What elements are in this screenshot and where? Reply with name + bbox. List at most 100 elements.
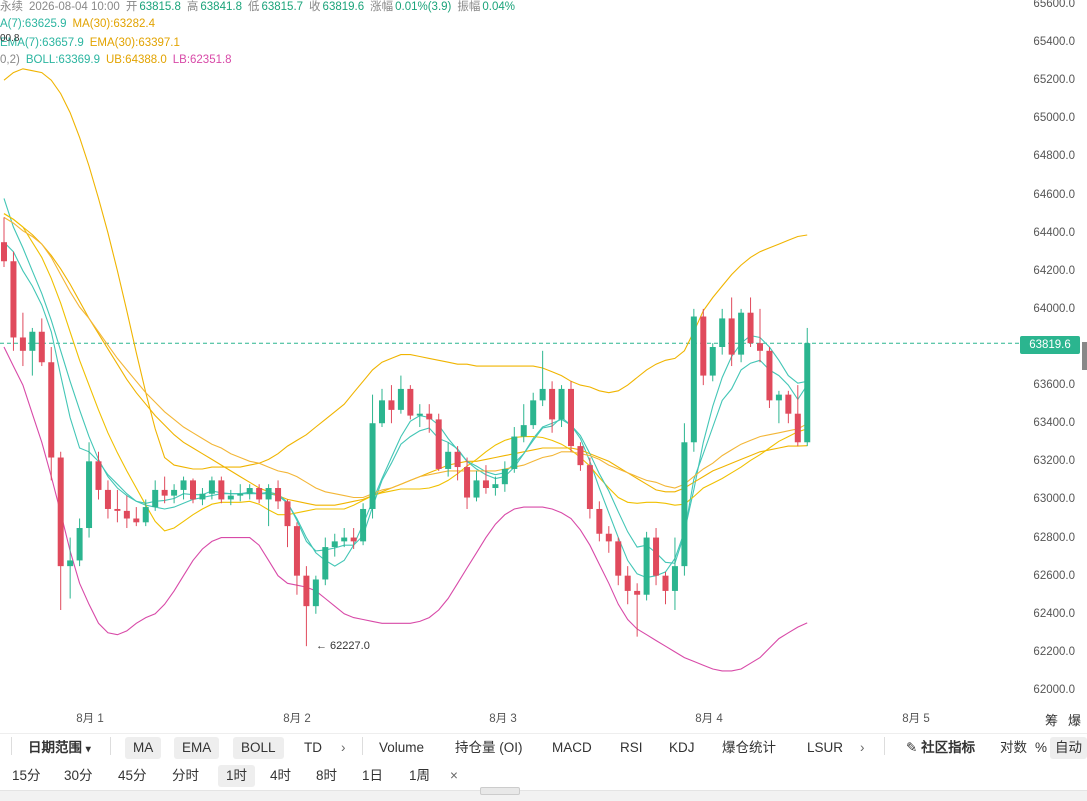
- log-scale-button[interactable]: 对数: [1000, 740, 1027, 755]
- candle-body: [199, 493, 206, 500]
- date-range-dropdown[interactable]: 日期范围 ▾: [28, 737, 91, 759]
- rsi-button[interactable]: RSI: [620, 740, 643, 755]
- candle-body: [690, 316, 697, 443]
- macd-button[interactable]: MACD: [552, 740, 592, 755]
- interval-button-5[interactable]: 4时: [270, 768, 292, 783]
- candle-body: [539, 388, 546, 401]
- boll-toggle-button[interactable]: BOLL: [233, 737, 284, 759]
- candle-body: [312, 579, 319, 607]
- candle-body: [275, 488, 282, 502]
- liquidation-icon-label[interactable]: 爆: [1068, 713, 1082, 728]
- community-indicators-button[interactable]: ✎ 社区指标: [906, 737, 975, 759]
- candle-body: [180, 480, 187, 490]
- divider: [884, 737, 885, 755]
- interval-button-8[interactable]: 1周: [409, 768, 431, 783]
- candle-body: [142, 507, 149, 523]
- candle-body: [10, 261, 17, 338]
- price-axis-tick: 63200.0: [1033, 455, 1075, 468]
- resize-bar[interactable]: [0, 790, 1087, 801]
- candle-body: [133, 518, 140, 523]
- candle-body: [577, 446, 584, 466]
- price-axis-tick: 62400.0: [1033, 607, 1075, 620]
- axis-drag-handle[interactable]: [1082, 342, 1087, 370]
- candle-body: [804, 343, 811, 443]
- series-line-ub: [3, 68, 808, 470]
- candle-body: [700, 316, 707, 376]
- series-line-ema-7: [3, 241, 808, 564]
- close-icon[interactable]: ×: [450, 768, 458, 783]
- candle-body: [322, 547, 329, 580]
- candle-body: [586, 465, 593, 509]
- chevron-right-icon[interactable]: ›: [341, 740, 346, 755]
- candle-body: [520, 425, 527, 437]
- kdj-button[interactable]: KDJ: [669, 740, 695, 755]
- interval-button-4[interactable]: 1时: [218, 765, 256, 787]
- divider: [110, 737, 111, 755]
- candlestick-chart[interactable]: [0, 0, 1087, 700]
- candle-body: [67, 560, 74, 567]
- candle-body: [237, 493, 244, 496]
- ema-toggle-button[interactable]: EMA: [174, 737, 220, 759]
- chevron-right-icon[interactable]: ›: [860, 740, 865, 755]
- candle-body: [738, 312, 745, 355]
- community-label: 社区指标: [921, 740, 976, 755]
- interval-button-3[interactable]: 分时: [172, 768, 199, 783]
- candle-body: [407, 388, 414, 416]
- chip-icon-label[interactable]: 筹: [1045, 713, 1059, 728]
- time-axis-tick: 8月 4: [695, 713, 723, 725]
- candle-body: [454, 451, 461, 468]
- open-interest-button[interactable]: 持仓量 (OI): [455, 740, 523, 755]
- price-axis-tick: 65400.0: [1033, 36, 1075, 49]
- candle-body: [114, 508, 121, 511]
- chart-area[interactable]: [0, 0, 1087, 700]
- candle-body: [397, 388, 404, 410]
- last-price-tag: 63819.6: [1020, 336, 1080, 354]
- price-axis-tick: 64200.0: [1033, 264, 1075, 277]
- candle-body: [293, 526, 300, 576]
- candle-body: [671, 566, 678, 591]
- time-label: 2026-08-04 10:00: [29, 1, 120, 13]
- ema30-value: EMA(30):63397.1: [89, 37, 180, 49]
- candle-body: [19, 337, 26, 351]
- price-axis-tick: 62600.0: [1033, 569, 1075, 582]
- liquidation-stats-button[interactable]: 爆仓统计: [722, 740, 776, 755]
- candle-body: [662, 575, 669, 591]
- candle-body: [86, 461, 93, 529]
- interval-button-2[interactable]: 45分: [118, 768, 147, 783]
- time-axis-tick: 8月 5: [902, 713, 930, 725]
- resize-handle[interactable]: [480, 787, 520, 795]
- auto-scale-button[interactable]: 自动: [1050, 737, 1087, 759]
- interval-button-0[interactable]: 15分: [12, 768, 41, 783]
- volume-indicator-button[interactable]: Volume: [379, 740, 425, 755]
- candle-body: [1, 242, 7, 262]
- series-line-lb: [3, 346, 808, 672]
- ma7-value: A(7):63625.9: [0, 18, 67, 30]
- candle-body: [757, 343, 763, 351]
- boll-ub-value: UB:64388.0: [106, 54, 167, 66]
- candle-body: [426, 413, 433, 420]
- series-line-ema-30: [3, 216, 808, 499]
- percent-scale-button[interactable]: %: [1035, 740, 1048, 755]
- interval-button-1[interactable]: 30分: [64, 768, 93, 783]
- boll-lb-value: LB:62351.8: [172, 54, 232, 66]
- time-axis-tick: 8月 2: [283, 713, 311, 725]
- ma-info-line: A(7):63625.9 MA(30):63282.4: [0, 17, 161, 31]
- candle-body: [388, 400, 395, 410]
- ma-toggle-button[interactable]: MA: [125, 737, 162, 759]
- candle-body: [473, 480, 480, 498]
- td-toggle-button[interactable]: TD: [304, 740, 322, 755]
- interval-button-7[interactable]: 1日: [362, 768, 384, 783]
- edit-icon: ✎: [906, 740, 918, 755]
- candle-body: [445, 451, 452, 469]
- high-value: 63841.8: [200, 1, 242, 13]
- candle-body: [709, 347, 716, 376]
- interval-toolbar: 15分 30分 45分 分时 1时 4时 8时 1日 1周 ×: [0, 762, 1087, 790]
- overlap-text: 00.8: [0, 33, 20, 44]
- divider: [362, 737, 363, 755]
- candle-body: [596, 508, 603, 534]
- low-value: 63815.7: [261, 1, 304, 13]
- candle-body: [681, 442, 688, 567]
- lsur-button[interactable]: LSUR: [807, 740, 844, 755]
- interval-button-6[interactable]: 8时: [316, 768, 338, 783]
- close-value: 63819.6: [322, 1, 365, 13]
